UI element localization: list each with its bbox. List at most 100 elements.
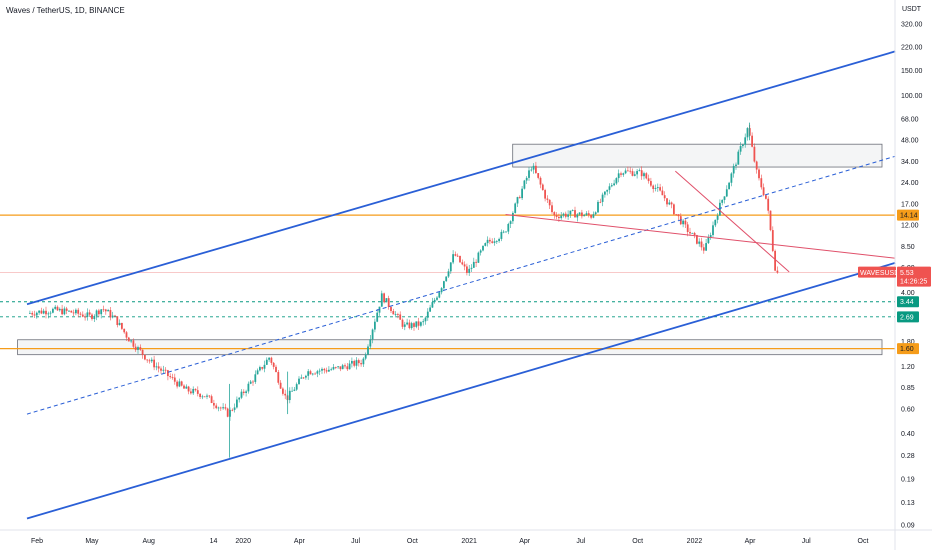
candle-body [420,322,422,326]
candle-body [636,171,638,175]
candle-body [760,178,763,188]
candle-body [330,369,333,371]
candle-body [341,365,344,370]
candle-body [629,170,632,172]
candle-body [233,407,236,410]
y-tick-label: 4.00 [901,290,915,297]
candle-body [337,366,339,368]
level-price-label-bg [897,311,919,323]
candle-body [137,347,139,350]
y-tick-label: 0.19 [901,477,915,484]
candle-body [247,383,250,392]
candle-body [622,173,625,175]
channel-upper-line [26,50,896,306]
candle-body [627,170,629,172]
candle-body [148,360,151,362]
candle-body [767,198,770,211]
chart-title: Waves / TetherUS, 1D, BINANCE [6,6,125,15]
candle-body [702,247,705,251]
candle-body [771,230,774,251]
candle-body [249,381,252,384]
candle-body [100,309,103,315]
candle-body [72,312,75,314]
candle-body [415,321,418,327]
candle-body [111,315,114,318]
candle-body [661,190,664,196]
candle-body [367,346,369,355]
candle-body [150,359,153,362]
candle-body [698,241,701,244]
candle-body [530,169,533,171]
candle-body [578,212,581,215]
candle-body [732,165,735,174]
level-price-label: 2.69 [900,314,914,321]
y-tick-label: 34.00 [901,159,919,166]
candle-body [413,323,415,327]
candle-body [332,367,335,370]
candle-body [539,177,542,185]
candle-body [226,408,229,417]
candle-body [643,173,645,177]
candle-body [765,195,767,199]
candle-body [75,309,77,314]
candle-body [712,225,714,236]
candle-body [270,357,273,363]
candle-body [714,219,717,226]
candle-body [774,250,776,271]
candle-body [56,306,59,311]
candle-body [309,371,312,375]
candle-body [29,312,31,314]
candle-body [399,314,402,320]
level-price-label-bg [897,343,919,355]
candle-body [452,254,454,263]
zone-layer [17,143,883,356]
candle-body [397,314,399,315]
candle-body [380,293,383,307]
candle-body [141,349,144,355]
candle-body [433,299,436,303]
candle-body [203,396,206,398]
candle-body [160,368,162,371]
candle-body [558,216,560,219]
trendline [505,213,896,259]
candle-body [719,202,721,216]
candle-body [647,178,650,182]
candle-body [162,369,165,371]
y-tick-label: 1.80 [901,339,915,346]
candle-body [459,255,461,263]
candle-body [242,391,245,393]
candle-body [518,197,521,199]
y-tick-label: 0.40 [901,431,915,438]
candle-body [546,198,549,200]
candle-body [259,367,261,371]
candle-body [684,220,687,225]
price-axis-unit: USDT [902,6,922,13]
candle-body [217,407,220,409]
candle-body [624,170,627,174]
candle-body [666,198,668,205]
candle-body [104,309,107,312]
candle-body [63,308,66,315]
candle-body [631,171,634,176]
candle-body [410,323,413,329]
candle-body [737,151,740,165]
y-tick-label: 0.13 [901,500,915,507]
candle-body [102,309,105,311]
candle-body [604,191,606,195]
candle-body [440,288,443,293]
candle-body [742,144,744,147]
candle-body [288,390,291,401]
candle-body [735,164,737,166]
channel-mid-line [26,155,896,415]
candle-body [224,407,227,409]
candle-body [84,316,86,318]
trendline [674,170,790,273]
candle-body [571,210,574,211]
candle-body [144,354,146,360]
candle-body [594,212,597,215]
candle-body [275,366,277,373]
candle-body [723,196,726,200]
candle-body [261,367,264,369]
candle-body [121,322,123,329]
